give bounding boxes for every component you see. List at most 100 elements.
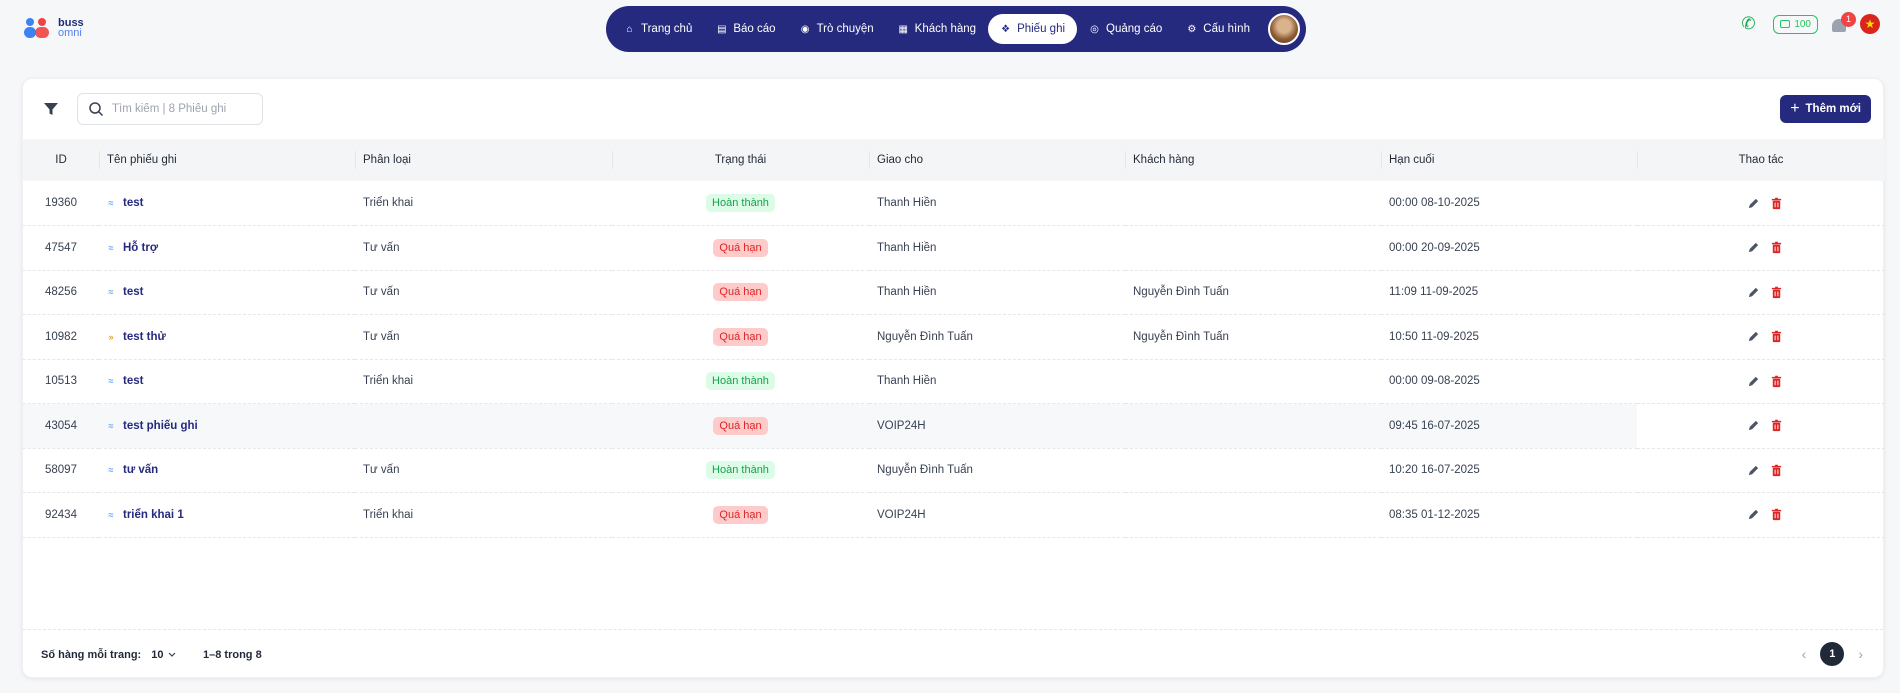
cell-name-link[interactable]: Hỗ trợ <box>123 241 159 254</box>
cell-customer <box>1125 403 1381 448</box>
nav-item-label: Trang chủ <box>641 23 693 35</box>
col-name[interactable]: Tên phiếu ghi <box>99 139 355 181</box>
nav-item-2[interactable]: ◉ Trò chuyện <box>788 14 886 44</box>
delete-icon[interactable] <box>1770 464 1783 477</box>
table-row[interactable]: 48256 ≈ test Tư vấn Quá hạn Thanh Hiền Nguyễn … <box>23 270 1885 315</box>
cell-id: 47547 <box>45 241 77 254</box>
priority-low-icon: ≈ <box>108 376 114 387</box>
edit-icon[interactable] <box>1747 419 1760 432</box>
col-id[interactable]: ID <box>55 154 67 166</box>
priority-low-icon: ≈ <box>108 242 114 253</box>
delete-icon[interactable] <box>1770 508 1783 521</box>
delete-icon[interactable] <box>1770 286 1783 299</box>
col-status[interactable]: Trạng thái <box>612 139 869 181</box>
next-page-icon[interactable]: › <box>1858 646 1863 662</box>
nav-item-4[interactable]: ❖ Phiếu ghi <box>988 14 1078 44</box>
language-flag-icon[interactable]: ★ <box>1860 14 1880 34</box>
rows-per-page-select[interactable]: 10 <box>151 649 176 661</box>
cell-name-link[interactable]: test <box>123 375 144 388</box>
cell-assignee: VOIP24H <box>877 508 926 521</box>
ticket-icon: ❖ <box>1001 23 1011 35</box>
plus-icon: + <box>1790 100 1800 117</box>
edit-icon[interactable] <box>1747 241 1760 254</box>
delete-icon[interactable] <box>1770 375 1783 388</box>
gear-icon: ⚙ <box>1187 23 1197 35</box>
edit-icon[interactable] <box>1747 464 1760 477</box>
table-row[interactable]: 19360 ≈ test Triển khai Hoàn thành Thanh Hiền… <box>23 181 1885 226</box>
status-badge: Quá hạn <box>713 283 768 302</box>
cell-id: 10982 <box>45 330 77 343</box>
table-row[interactable]: 92434 ≈ triển khai 1 Triển khai Quá hạn VOIP2… <box>23 493 1885 538</box>
cell-name-link[interactable]: test thử <box>123 330 166 343</box>
cell-category: Tư vấn <box>363 330 400 343</box>
rows-per-page-label: Số hàng mỗi trang: <box>41 649 142 661</box>
col-deadline[interactable]: Hạn cuối <box>1381 139 1637 181</box>
prev-page-icon[interactable]: ‹ <box>1801 646 1807 662</box>
cell-deadline: 08:35 01-12-2025 <box>1389 508 1480 521</box>
delete-icon[interactable] <box>1770 330 1783 343</box>
cell-name-link[interactable]: test phiếu ghi <box>123 419 198 432</box>
header-actions: ✆ 100 1 ★ <box>1741 12 1880 34</box>
avatar[interactable] <box>1268 13 1300 45</box>
table-row[interactable]: 47547 ≈ Hỗ trợ Tư vấn Quá hạn Thanh Hiền 00:00… <box>23 226 1885 270</box>
nav-item-0[interactable]: ⌂ Trang chủ <box>612 14 704 44</box>
table-row[interactable]: 10982 » test thử Tư vấn Quá hạn Nguyễn Đình T… <box>23 315 1885 359</box>
cell-deadline: 11:09 11-09-2025 <box>1389 286 1479 299</box>
nav-item-label: Quảng cáo <box>1106 23 1163 35</box>
status-badge: Quá hạn <box>713 416 768 435</box>
nav-item-3[interactable]: ▦ Khách hàng <box>886 14 988 44</box>
notification-bell[interactable]: 1 <box>1830 12 1856 34</box>
phone-icon[interactable]: ✆ <box>1741 14 1756 33</box>
nav-item-1[interactable]: ▤ Báo cáo <box>704 14 787 44</box>
edit-icon[interactable] <box>1747 330 1760 343</box>
cell-category: Tư vấn <box>363 286 400 299</box>
add-new-button[interactable]: + Thêm mới <box>1780 95 1871 123</box>
status-badge: Quá hạn <box>713 327 768 346</box>
delete-icon[interactable] <box>1770 419 1783 432</box>
nav-item-label: Báo cáo <box>733 23 776 35</box>
cell-id: 92434 <box>45 508 77 521</box>
pagination-range: 1–8 trong 8 <box>203 649 262 661</box>
cell-id: 48256 <box>45 286 77 299</box>
tickets-card: + Thêm mới ID Tên phiếu ghi Phân loại Tr… <box>22 78 1885 678</box>
edit-icon[interactable] <box>1747 375 1760 388</box>
cell-name-link[interactable]: triển khai 1 <box>123 508 184 521</box>
delete-icon[interactable] <box>1770 241 1783 254</box>
priority-low-icon: ≈ <box>108 465 114 476</box>
table-row[interactable]: 58097 ≈ tư vấn Tư vấn Hoàn thành Nguyễn Đình … <box>23 448 1885 493</box>
cell-name-link[interactable]: test <box>123 286 144 299</box>
search-input[interactable] <box>112 103 252 115</box>
status-badge: Quá hạn <box>713 505 768 524</box>
table-row[interactable]: 10513 ≈ test Triển khai Hoàn thành Thanh Hiền… <box>23 359 1885 404</box>
edit-icon[interactable] <box>1747 197 1760 210</box>
table-row[interactable]: 43054 ≈ test phiếu ghi Quá hạn VOIP24H 09:45 … <box>23 403 1885 448</box>
priority-low-icon: ≈ <box>108 287 114 298</box>
nav-item-5[interactable]: ◎ Quảng cáo <box>1077 14 1174 44</box>
edit-icon[interactable] <box>1747 508 1760 521</box>
col-assignee[interactable]: Giao cho <box>869 139 1125 181</box>
delete-icon[interactable] <box>1770 197 1783 210</box>
cell-category: Tư vấn <box>363 241 400 254</box>
search-box[interactable] <box>77 93 263 125</box>
col-category[interactable]: Phân loại <box>355 139 612 181</box>
home-icon: ⌂ <box>626 23 633 35</box>
cell-customer: Nguyễn Đình Tuấn <box>1133 330 1229 343</box>
edit-icon[interactable] <box>1747 286 1760 299</box>
cell-deadline: 10:50 11-09-2025 <box>1389 330 1479 343</box>
nav-item-label: Trò chuyện <box>816 23 874 35</box>
cell-assignee: Nguyễn Đình Tuấn <box>877 464 973 477</box>
filter-icon[interactable] <box>43 101 59 117</box>
rows-per-page: Số hàng mỗi trang: 10 <box>41 649 176 661</box>
rows-per-page-value: 10 <box>151 649 164 661</box>
cell-customer <box>1125 493 1381 538</box>
chart-icon: ▤ <box>717 23 727 35</box>
cell-name-link[interactable]: test <box>123 197 144 209</box>
col-customer[interactable]: Khách hàng <box>1125 139 1381 181</box>
nav-item-6[interactable]: ⚙ Cấu hình <box>1174 14 1262 44</box>
credit-badge[interactable]: 100 <box>1773 14 1818 34</box>
tickets-table: ID Tên phiếu ghi Phân loại Trạng thái Gi… <box>23 139 1885 538</box>
brand-line-1: buss <box>58 17 84 29</box>
cell-name-link[interactable]: tư vấn <box>123 464 159 477</box>
brand-logo[interactable]: buss omni <box>24 16 84 40</box>
page-button[interactable]: 1 <box>1820 642 1845 666</box>
